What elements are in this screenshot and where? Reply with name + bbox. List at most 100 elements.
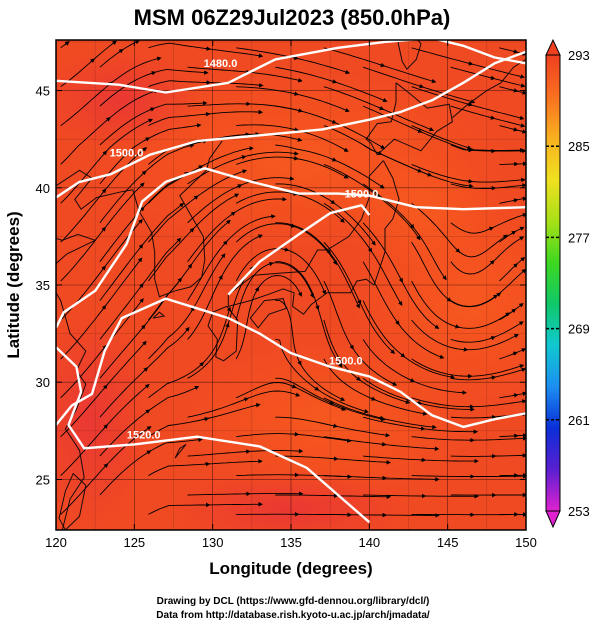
coastline-sakhalin xyxy=(397,40,422,71)
streamline-arrow xyxy=(398,276,403,283)
contour-label: 1520.0 xyxy=(127,430,161,442)
y-axis-ticks: 25 30 35 40 45 xyxy=(36,84,50,488)
streamline-arrow xyxy=(375,193,381,199)
streamline-arrow xyxy=(292,127,300,132)
chart-title: MSM 06Z29Jul2023 (850.0hPa) xyxy=(134,5,451,30)
colorbar-tick-label: 253 xyxy=(568,504,590,519)
colorbar-tick-label: 269 xyxy=(568,322,590,337)
streamline-arrow xyxy=(222,240,228,246)
height-contour xyxy=(56,167,526,329)
streamline-arrow xyxy=(218,274,223,282)
streamline-arrow xyxy=(225,322,230,330)
coastline-kurils xyxy=(452,58,526,119)
streamline-arrow xyxy=(328,400,335,405)
streamline-arrow xyxy=(416,400,423,406)
streamline-arrow xyxy=(409,378,416,383)
colorbar-bar xyxy=(545,54,561,512)
streamline-arrow xyxy=(326,248,331,255)
streamline-arrow xyxy=(510,230,517,236)
streamline-arrow xyxy=(512,393,519,398)
streamline-arrow xyxy=(102,344,107,351)
streamline-arrow xyxy=(138,243,144,250)
streamline-arrow xyxy=(512,198,519,203)
streamline-arrow xyxy=(395,319,400,326)
streamline-arrow xyxy=(139,283,144,289)
streamline-arrow xyxy=(198,362,205,367)
streamline-arrow xyxy=(101,265,106,272)
colorbar-tick-label: 293 xyxy=(568,48,590,63)
height-contour xyxy=(227,204,371,296)
streamline-arrow xyxy=(101,188,107,194)
streamline-arrow xyxy=(370,396,377,401)
streamline-arrow xyxy=(489,115,496,120)
x-tick-label: 120 xyxy=(45,535,67,550)
streamline xyxy=(323,47,437,84)
y-axis-label: Latitude (degrees) xyxy=(4,211,23,358)
streamline-arrow xyxy=(510,308,517,314)
streamline-arrow xyxy=(331,157,337,162)
footer-data-source: Data from http://database.rish.kyoto-u.a… xyxy=(156,610,430,621)
streamline xyxy=(450,236,525,275)
streamline-arrow xyxy=(89,58,95,64)
y-tick-label: 35 xyxy=(36,278,50,293)
streamline xyxy=(450,321,524,343)
colorbar-tick-label: 261 xyxy=(568,413,590,428)
streamline-arrow xyxy=(331,79,338,84)
streamline-arrow xyxy=(330,119,337,124)
streamline-arrow xyxy=(236,184,243,189)
streamline-arrow xyxy=(64,41,70,46)
streamline-arrow xyxy=(292,91,299,96)
streamline-arrow xyxy=(409,223,415,229)
streamline-arrow xyxy=(419,426,426,431)
streamline-arrow xyxy=(357,298,362,305)
streamline-arrow xyxy=(367,246,373,253)
streamline-arrow xyxy=(141,170,147,176)
streamline-arrow xyxy=(512,263,518,268)
streamline-arrow xyxy=(512,88,519,93)
coastline-jeju xyxy=(152,311,166,319)
streamline-arrow xyxy=(283,247,290,252)
streamline-arrow xyxy=(140,324,146,330)
streamline-arrow xyxy=(489,260,495,265)
streamline-arrow xyxy=(150,71,157,76)
streamline-arrow xyxy=(512,127,519,132)
streamline-arrow xyxy=(291,191,298,196)
coastline-taiwan xyxy=(58,472,87,530)
streamline-arrow xyxy=(103,463,109,469)
x-axis-ticks: 120 125 130 135 140 145 150 xyxy=(45,535,537,550)
streamline-arrow xyxy=(490,375,497,380)
streamline-arrow xyxy=(190,306,195,313)
streamline xyxy=(450,105,526,128)
streamline-arrow xyxy=(489,75,496,81)
axis-tick-marks xyxy=(55,40,527,530)
y-tick-label: 25 xyxy=(36,472,50,487)
contour-label: 1500.0 xyxy=(110,148,144,160)
streamline xyxy=(450,66,526,88)
streamline-arrow xyxy=(139,206,145,212)
streamline-arrow xyxy=(453,324,460,329)
contour-label: 1500.0 xyxy=(345,189,379,201)
streamline-arrow xyxy=(143,367,149,372)
streamline-arrow xyxy=(331,423,338,428)
streamline-arrow xyxy=(144,409,151,414)
streamline-arrow xyxy=(379,62,386,68)
streamline-arrow xyxy=(380,442,387,447)
streamline-arrow xyxy=(378,105,385,111)
streamline-arrow xyxy=(187,263,193,270)
height-contour xyxy=(56,40,526,94)
colorbar-min-arrow xyxy=(545,510,561,529)
y-tick-label: 45 xyxy=(36,84,50,99)
streamline-arrow xyxy=(315,303,320,311)
coastline-okinawa xyxy=(174,443,187,459)
contour-label: 1480.0 xyxy=(204,58,238,70)
coastline-shikoku xyxy=(249,298,287,329)
streamline-arrow xyxy=(204,46,211,51)
wind-streamlines xyxy=(60,40,526,518)
streamline-arrow xyxy=(267,261,274,267)
streamline-arrow xyxy=(101,226,106,233)
streamline xyxy=(450,183,526,190)
streamline-arrow xyxy=(102,150,108,156)
streamline-arrow xyxy=(118,48,124,54)
streamline-arrow xyxy=(297,359,302,366)
streamline-arrow xyxy=(240,155,247,160)
